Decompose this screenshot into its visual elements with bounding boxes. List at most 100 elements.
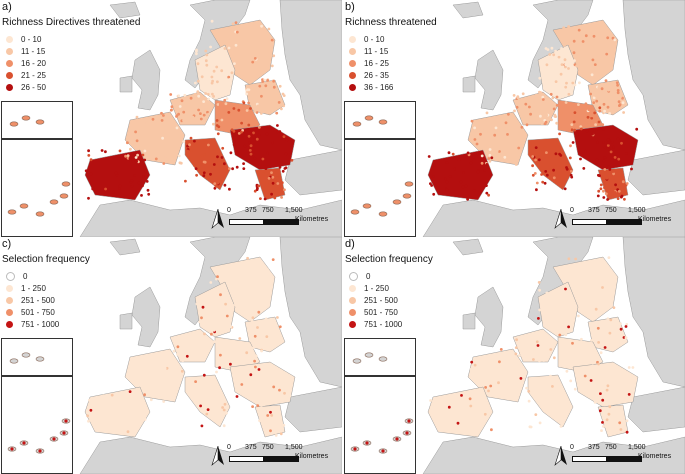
site-dot [265, 267, 269, 271]
site-dot [573, 59, 576, 62]
site-dot [191, 115, 195, 119]
site-dot [202, 100, 206, 103]
site-dot [533, 172, 537, 175]
site-dot [260, 94, 263, 98]
site-dot [266, 151, 269, 155]
site-dot [265, 132, 269, 136]
site-dot [543, 396, 547, 399]
legend-swatch [6, 35, 13, 43]
site-dot [133, 398, 136, 402]
site-dot [587, 281, 591, 285]
legend-label: 1 - 250 [364, 283, 389, 293]
site-dot [147, 192, 151, 196]
site-dot [224, 102, 228, 106]
island-shapes [9, 352, 45, 364]
site-dot [235, 165, 239, 169]
site-dot [232, 143, 236, 147]
site-dot [198, 320, 202, 324]
site-dot [599, 351, 603, 355]
site-dot [249, 57, 253, 61]
site-dot [222, 408, 226, 412]
land-area [452, 238, 484, 256]
site-dot [118, 186, 121, 190]
site-dot [264, 84, 268, 88]
site-dot [214, 184, 218, 188]
site-dot [457, 411, 461, 415]
site-dot [91, 187, 95, 191]
site-dot [221, 91, 225, 95]
site-dot [195, 173, 199, 177]
north-arrow-icon [554, 446, 567, 466]
site-dot [620, 194, 624, 198]
site-dot [207, 68, 211, 72]
island [21, 352, 31, 358]
legend-swatch [349, 296, 356, 304]
site-dot [263, 197, 267, 201]
site-dot [188, 143, 191, 147]
site-dot [545, 395, 549, 399]
site-dot [206, 92, 210, 96]
site-dot [457, 158, 461, 162]
site-dot [285, 138, 289, 142]
site-dot [209, 172, 212, 176]
legend-label: 0 [23, 271, 28, 281]
site-dot [460, 394, 463, 397]
site-dot [543, 146, 547, 150]
site-dot [381, 449, 385, 453]
site-dot [169, 148, 172, 152]
scale-tick: 375 [245, 207, 257, 214]
country-region [512, 328, 559, 363]
site-dot [182, 140, 186, 144]
legend-swatch [6, 271, 15, 281]
site-dot [590, 116, 594, 120]
site-dot [488, 153, 492, 157]
site-dot [162, 162, 166, 165]
site-dot [170, 105, 174, 109]
site-dot [608, 331, 612, 335]
site-dot [501, 132, 504, 136]
site-dot [588, 299, 592, 303]
site-dot [231, 22, 235, 26]
site-dot [445, 188, 449, 192]
site-dot [608, 112, 611, 115]
scale-tick: 0 [227, 444, 231, 451]
scale-tick: 0 [227, 207, 231, 214]
site-dot [559, 111, 563, 115]
site-dot [591, 364, 595, 368]
site-dot [169, 93, 173, 96]
site-dot [221, 303, 225, 307]
site-dot [219, 123, 223, 127]
site-dot [144, 169, 148, 173]
site-dot [266, 174, 270, 177]
site-dot [172, 349, 176, 353]
site-dot [283, 391, 286, 395]
site-dot [475, 142, 479, 146]
site-dot [255, 137, 259, 141]
site-dot [126, 141, 129, 145]
site-dot [264, 97, 268, 101]
island-shapes [352, 115, 388, 127]
legend-label: 251 - 500 [21, 295, 55, 305]
site-dot [579, 127, 583, 131]
site-dot [229, 325, 233, 328]
site-dot [227, 111, 231, 114]
site-dot [552, 176, 556, 180]
legend-swatch [6, 47, 13, 55]
site-dot [552, 356, 556, 360]
site-dot [261, 80, 265, 83]
site-dot [232, 107, 236, 110]
site-dot [271, 175, 275, 179]
site-dot [615, 81, 619, 85]
site-dot [220, 156, 224, 159]
site-dot [183, 357, 187, 361]
site-dot [272, 85, 276, 89]
site-dot [552, 168, 555, 172]
site-dot [621, 101, 625, 105]
site-dot [210, 81, 214, 85]
site-dot [260, 413, 263, 417]
site-dot [223, 79, 227, 83]
site-dot [227, 63, 230, 67]
site-dot [485, 184, 488, 188]
country-region [512, 91, 559, 126]
